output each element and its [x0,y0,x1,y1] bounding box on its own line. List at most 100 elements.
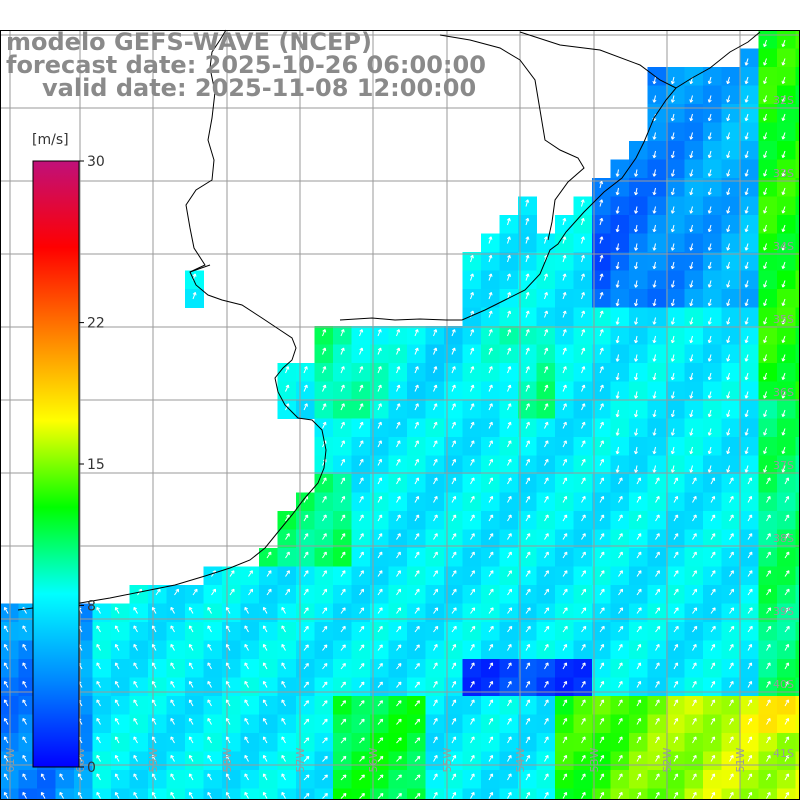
wind-cell-984 [721,733,741,752]
wind-arrow-499 [636,533,642,540]
wind-arrow-494 [544,533,549,540]
wind-cell-550 [499,548,519,567]
wind-arrow-957 [151,754,157,762]
wind-arrow-719 [525,643,531,651]
wind-cell-705 [444,622,463,641]
wind-cell-1015 [481,751,500,771]
wind-arrow-1057 [414,793,421,799]
wind-arrow-273 [433,384,438,392]
wind-cell-1009 [370,751,389,771]
wind-arrow-730 [729,643,734,651]
wind-cell-931 [555,714,574,734]
wind-arrow-845 [470,699,475,707]
wind-arrow-139 [634,280,639,288]
wind-arrow-384 [525,458,530,466]
wind-arrow-18 [744,95,749,103]
wind-cell-126 [499,252,519,271]
wind-cell-238 [481,344,500,364]
wind-cell-887 [555,696,574,715]
wind-cell-759 [629,640,648,660]
wind-cell-562 [721,548,741,567]
wind-arrow-771 [692,662,697,670]
wind-cell-369 [795,418,800,438]
wind-arrow-350 [377,440,382,448]
wind-cell-152 [610,270,630,290]
wind-cell-298 [518,381,537,401]
wind-cell-751 [481,640,500,660]
wind-arrow-199 [581,329,586,337]
wind-cell-1076 [795,770,800,789]
wind-cell-370 [314,437,334,456]
wind-arrow-155 [581,292,585,300]
wind-arrow-1 [781,39,786,47]
wind-arrow-689 [766,625,772,633]
wind-arrow-746 [225,662,231,670]
wind-arrow-613 [151,606,157,614]
wind-arrow-281 [581,384,586,392]
wind-arrow-709 [340,644,346,651]
wind-cell-428 [388,474,408,493]
wind-cell-1081 [74,788,93,800]
wind-arrow-902 [729,717,734,725]
wind-arrow-590 [525,588,531,596]
wind-arrow-141 [670,280,675,288]
wind-arrow-980 [581,754,586,762]
wind-arrow-528 [636,551,642,559]
wind-cell-780 [203,659,223,678]
wind-cell-821 [148,677,167,697]
wind-arrow-825 [96,699,101,707]
wind-cell-206 [388,326,408,345]
wind-cell-120 [740,233,759,253]
wind-arrow-1069 [636,791,642,799]
wind-arrow-229 [652,354,657,362]
wind-arrow-410 [525,477,531,485]
wind-cell-209 [444,326,463,345]
wind-cell-157 [703,270,722,290]
wind-cell-96 [629,215,648,234]
wind-arrow-39 [689,150,694,159]
wind-cell-1023 [629,751,648,771]
wind-arrow-620 [281,606,286,614]
wind-arrow-268 [340,384,345,392]
wind-cell-820 [129,677,149,697]
wind-arrow-1038 [59,791,64,799]
wind-cell-1090 [240,788,260,800]
wind-cell-839 [481,677,500,697]
wind-cell-1020 [573,751,593,771]
wind-arrow-282 [599,384,604,392]
wind-cell-690 [166,622,186,641]
wind-arrow-682 [636,625,642,633]
wind-arrow-24 [707,113,712,122]
wind-arrow-195 [507,329,512,337]
wind-cell-101 [721,215,741,234]
wind-arrow-388 [599,458,604,466]
wind-cell-290 [370,381,389,401]
wind-arrow-158 [634,298,639,307]
wind-arrow-291 [763,391,767,399]
wind-arrow-749 [281,662,286,670]
wind-cell-995 [111,751,130,771]
wind-cell-262 [388,363,408,382]
wind-arrow-598 [673,588,679,596]
wind-cell-664 [499,603,519,623]
wind-cell-1059 [481,770,500,789]
wind-arrow-105 [689,243,694,251]
wind-cell-90 [499,215,519,234]
wind-arrow-966 [322,755,328,762]
wind-arrow-959 [188,754,194,762]
wind-arrow-552 [488,570,494,577]
wind-cell-1079 [37,788,56,800]
wind-arrow-179 [689,317,694,325]
wind-arrow-147 [781,280,786,288]
wind-cell-356 [555,418,574,438]
wind-cell-140 [758,252,778,271]
wind-arrow-343 [726,428,731,436]
wind-cell-345 [351,418,371,438]
wind-cell-112 [592,233,611,253]
wind-cell-796 [499,659,519,678]
wind-cell-588 [592,566,611,586]
wind-cell-195 [684,307,704,327]
wind-cell-561 [703,548,722,567]
wind-arrow-138 [615,280,620,288]
